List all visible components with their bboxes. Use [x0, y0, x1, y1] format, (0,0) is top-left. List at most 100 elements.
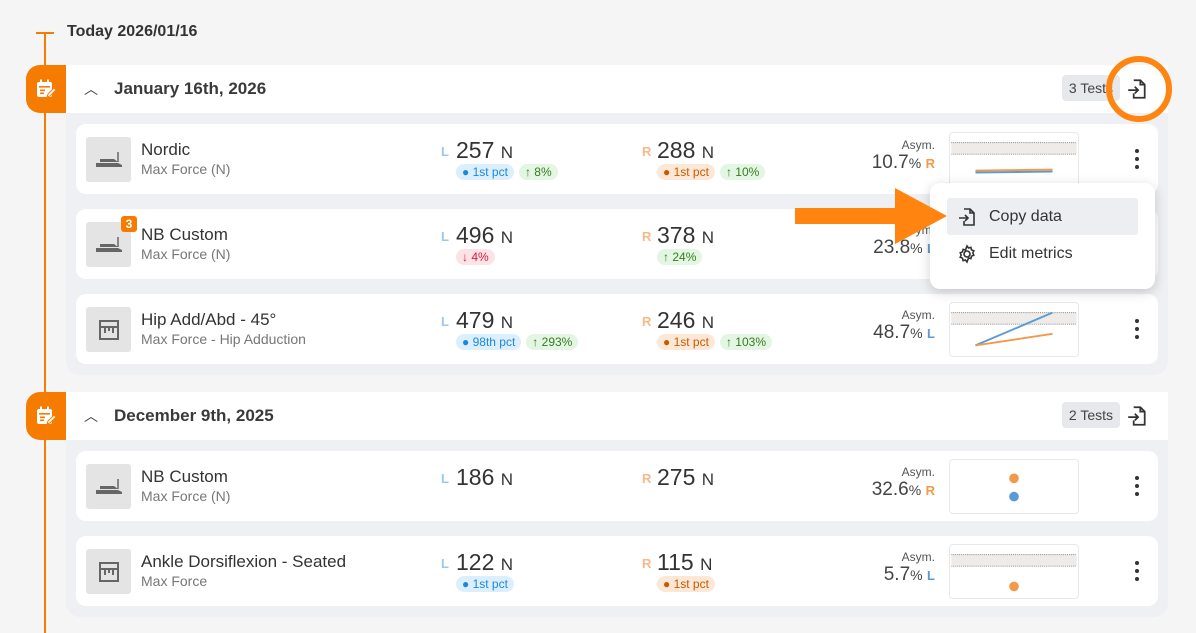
down-pill: ↓ 4% — [456, 249, 495, 265]
force-value: 496 — [456, 222, 495, 248]
unit: N — [701, 143, 715, 162]
nordic-icon — [95, 236, 122, 252]
unit: N — [700, 555, 713, 574]
export-icon[interactable] — [1126, 405, 1148, 427]
group-date: January 16th, 2026 — [114, 79, 267, 98]
test-name: Nordic — [141, 140, 191, 159]
group-body: NB Custom Max Force (N) L 186 N R 275 N As… — [66, 440, 1168, 617]
asym-side: R — [925, 156, 935, 171]
unit: N — [500, 143, 514, 162]
date-group-header[interactable]: ︿ January 16th, 2026 3 Tests — [26, 65, 1168, 113]
menu-item-label: Edit metrics — [989, 244, 1073, 262]
side-label: R — [642, 229, 652, 244]
highlight-ring-annotation — [1106, 56, 1172, 122]
tests-count-badge: 2 Tests — [1061, 402, 1120, 428]
test-name: Hip Add/Abd - 45° — [141, 310, 277, 329]
test-metric: Max Force — [141, 573, 208, 589]
test-metric: Max Force (N) — [141, 161, 231, 177]
point-right — [1009, 473, 1019, 484]
force-value: 275 — [657, 464, 696, 490]
menu-item-copy-data[interactable]: Copy data — [947, 198, 1138, 235]
asym-label: Asym. — [901, 138, 935, 152]
trend-sparkline — [949, 132, 1079, 187]
asym-unit: % — [910, 325, 923, 341]
up-icon: ↑ — [532, 335, 539, 349]
force-value: 479 — [456, 307, 495, 333]
timeline-line — [44, 33, 46, 633]
test-card[interactable]: NB Custom Max Force (N) L 186 N R 275 N As… — [76, 451, 1158, 521]
point-left — [1009, 491, 1019, 502]
group-date: December 9th, 2025 — [114, 406, 274, 425]
asym-value: 32.6 — [871, 479, 909, 500]
more-options-icon[interactable] — [1130, 149, 1144, 169]
calendar-badge — [26, 65, 66, 113]
side-label: L — [441, 556, 449, 571]
asym-value: 48.7 — [873, 322, 911, 343]
test-thumbnail — [86, 549, 131, 594]
up-pill: ↑ 293% — [526, 334, 579, 350]
asymmetry: Asym. 5.7% L — [884, 550, 935, 586]
test-card[interactable]: Hip Add/Abd - 45° Max Force - Hip Adduct… — [76, 294, 1158, 364]
asym-unit: % — [908, 482, 922, 498]
percentile-icon: ● — [663, 335, 671, 349]
date-group: ︿ December 9th, 2025 2 Tests NB Custom M… — [26, 392, 1168, 617]
percentile-pill: ● 1st pct — [657, 164, 715, 180]
test-name: NB Custom — [141, 225, 228, 244]
sparkline-left — [975, 311, 1053, 347]
asym-label: Asym. — [901, 550, 935, 564]
asym-label: Asym. — [901, 308, 935, 322]
percentile-pill: ● 98th pct — [456, 334, 522, 350]
trend-sparkline — [949, 459, 1079, 514]
up-icon: ↑ — [725, 165, 732, 179]
side-label: L — [441, 471, 449, 486]
percentile-icon: ● — [663, 577, 671, 591]
calendar-edit-icon — [37, 406, 57, 425]
asym-unit: % — [908, 155, 922, 171]
side-label: L — [441, 314, 449, 329]
percentile-icon: ● — [462, 165, 470, 179]
date-group-header[interactable]: ︿ December 9th, 2025 2 Tests — [26, 392, 1168, 440]
unit: N — [500, 555, 514, 574]
asym-side: L — [927, 326, 935, 341]
asym-side: R — [925, 483, 935, 498]
calendar-edit-icon — [37, 79, 57, 98]
force-value: 122 — [456, 549, 495, 575]
up-pill: ↑ 24% — [657, 249, 703, 265]
calendar-badge — [26, 392, 66, 440]
unit: N — [500, 313, 514, 332]
asymmetry: Asym. 32.6% R — [872, 465, 935, 501]
gear-icon — [959, 243, 975, 264]
today-label: Today 2026/01/16 — [67, 23, 198, 40]
force-value: 115 — [657, 549, 694, 575]
percentile-pill: ● 1st pct — [456, 576, 514, 592]
side-label: L — [441, 229, 449, 244]
more-options-icon[interactable] — [1130, 319, 1144, 339]
trend-sparkline — [949, 544, 1079, 599]
more-options-icon[interactable] — [1130, 561, 1144, 581]
unit: N — [701, 313, 715, 332]
percentile-icon: ● — [462, 577, 470, 591]
asym-value: 5.7 — [883, 564, 911, 585]
point-right — [1009, 581, 1019, 592]
test-thumbnail — [86, 464, 131, 509]
force-value: 257 — [456, 137, 495, 163]
frame-icon — [98, 319, 119, 340]
more-options-icon[interactable] — [1130, 476, 1144, 496]
frame-icon — [98, 561, 119, 582]
side-label: R — [642, 144, 652, 159]
test-card[interactable]: Nordic Max Force (N) L 257 N ● 1st pct ↑ 8%… — [76, 124, 1158, 194]
up-pill: ↑ 8% — [518, 164, 558, 180]
up-icon: ↑ — [524, 165, 531, 179]
up-icon: ↑ — [663, 250, 669, 264]
unit: N — [701, 228, 715, 247]
chevron-up-icon[interactable]: ︿ — [84, 81, 98, 97]
context-menu: Copy data Edit metrics — [930, 183, 1155, 289]
chevron-up-icon[interactable]: ︿ — [84, 408, 98, 424]
count-badge: 3 — [121, 216, 137, 232]
force-value: 186 — [456, 464, 495, 490]
asym-unit: % — [910, 240, 923, 256]
menu-item-label: Copy data — [989, 207, 1062, 225]
unit: N — [701, 470, 715, 489]
menu-item-edit-metrics[interactable]: Edit metrics — [947, 235, 1138, 272]
